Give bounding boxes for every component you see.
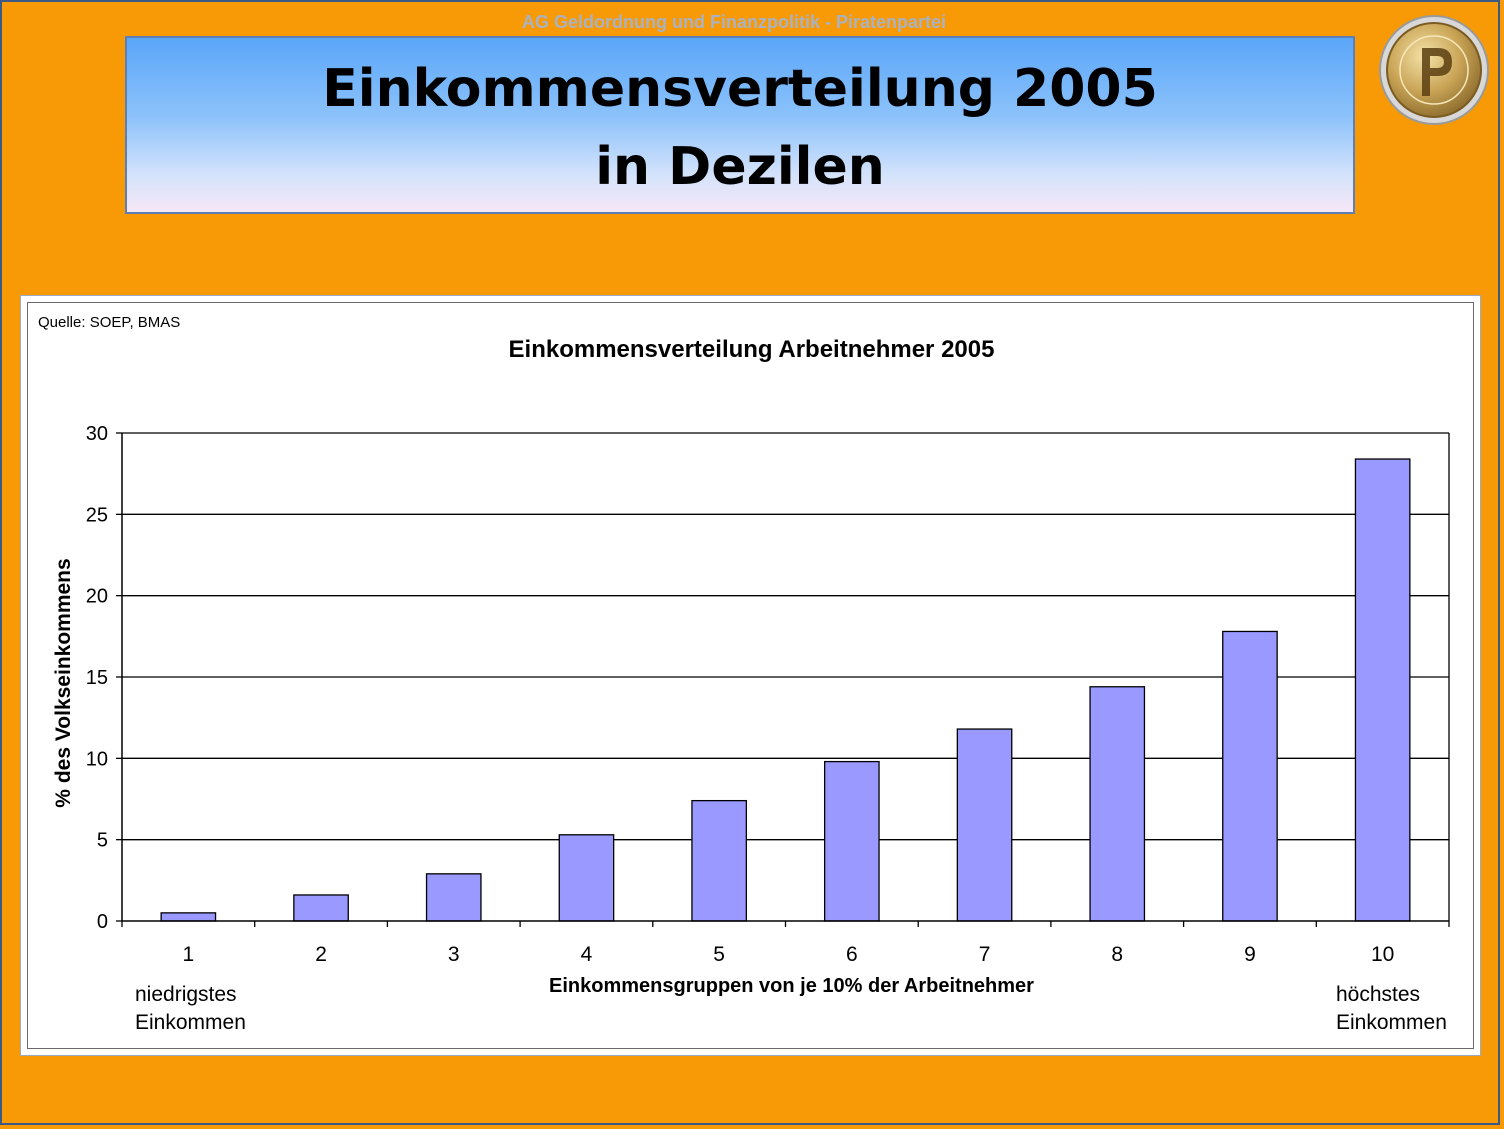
y-tick-label: 10: [86, 748, 108, 770]
chart-source: Quelle: SOEP, BMAS: [38, 314, 181, 331]
y-tick-label: 15: [86, 667, 108, 689]
page-title-line-2: in Dezilen: [595, 137, 885, 197]
x-tick-label: 5: [713, 943, 725, 966]
x-tick-label: 10: [1371, 943, 1394, 966]
y-tick-label: 5: [97, 830, 108, 852]
chart-area: Quelle: SOEP, BMAS Einkommensverteilung …: [27, 302, 1474, 1049]
highest-income-note: höchstes Einkommen: [1336, 981, 1447, 1037]
y-tick-label: 0: [97, 911, 108, 933]
y-tick-label: 25: [86, 504, 108, 526]
lowest-income-note: niedrigstes Einkommen: [135, 981, 246, 1037]
bar: [160, 912, 217, 922]
bar: [691, 799, 748, 922]
bar: [1222, 630, 1278, 922]
y-tick-label: 20: [86, 586, 108, 608]
x-tick-label: 2: [315, 943, 327, 966]
y-axis-label: % des Volkseinkommens: [52, 558, 75, 808]
lowest-income-note-line1: niedrigstes: [135, 983, 237, 1006]
highest-income-note-line1: höchstes: [1336, 983, 1421, 1006]
bar: [1354, 458, 1411, 922]
bar: [823, 760, 880, 922]
bar: [956, 728, 1013, 922]
x-tick-label: 4: [581, 943, 593, 966]
x-tick-label: 8: [1111, 943, 1123, 966]
bar: [425, 873, 482, 922]
bar: [1089, 686, 1146, 922]
x-tick-label: 3: [448, 943, 460, 966]
x-tick-label: 7: [979, 943, 991, 966]
highest-income-note-line2: Einkommen: [1336, 1011, 1447, 1034]
bar-chart: 0 5 10 15 20 25 30 1 2 3 4 5 6 7 8 9 10: [86, 423, 1450, 966]
bar: [293, 894, 349, 922]
x-tick-label: 9: [1244, 943, 1256, 966]
lowest-income-note-line2: Einkommen: [135, 1011, 246, 1034]
organization-header: AG Geldordnung und Finanzpolitik - Pirat…: [521, 12, 946, 32]
title-banner: Einkommensverteilung 2005 in Dezilen: [125, 36, 1355, 214]
x-tick-label: 6: [846, 943, 858, 966]
x-tick-label: 1: [183, 943, 195, 966]
bar: [558, 834, 615, 922]
pirate-party-coin-icon: [1379, 15, 1489, 125]
page-title-line-1: Einkommensverteilung 2005: [322, 59, 1158, 119]
x-axis-label: Einkommensgruppen von je 10% der Arbeitn…: [549, 975, 1034, 997]
y-tick-label: 30: [86, 423, 108, 445]
chart-title: Einkommensverteilung Arbeitnehmer 2005: [508, 336, 995, 363]
chart-card: Quelle: SOEP, BMAS Einkommensverteilung …: [20, 295, 1481, 1056]
